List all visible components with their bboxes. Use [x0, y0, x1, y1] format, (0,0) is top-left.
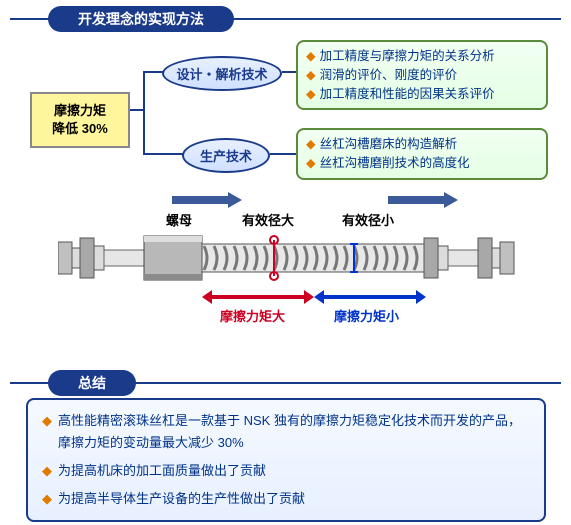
mech-diagram: 螺母 有效径大 有效径小	[58, 188, 518, 348]
goal-box: 摩擦力矩 降低 30%	[30, 92, 130, 148]
bullet-icon: ◆	[306, 85, 316, 104]
ballscrew-svg	[58, 228, 518, 288]
goal-line2: 降低 30%	[42, 120, 118, 138]
summary-banner: 总结	[48, 370, 136, 396]
torque-small-label: 摩擦力矩小	[334, 306, 399, 325]
motion-arrow-left	[172, 192, 242, 208]
diam-small-label: 有效径小	[342, 210, 394, 229]
bullet-icon: ◆	[306, 154, 316, 173]
prod-item-0: 丝杠沟槽磨床的构造解析	[320, 135, 458, 154]
motion-arrow-right	[388, 192, 458, 208]
summary-item-1: 为提高机床的加工面质量做出了贡献	[58, 460, 266, 482]
design-item-0: 加工精度与摩擦力矩的关系分析	[320, 47, 495, 66]
bullet-icon: ◆	[42, 460, 52, 482]
design-box: ◆加工精度与摩擦力矩的关系分析 ◆润滑的评价、刚度的评价 ◆加工精度和性能的因果…	[296, 40, 548, 110]
summary-box: ◆高性能精密滚珠丝杠是一款基于 NSK 独有的摩擦力矩稳定化技术而开发的产品，摩…	[26, 398, 546, 522]
design-item-1: 润滑的评价、刚度的评价	[320, 66, 458, 85]
bullet-icon: ◆	[306, 47, 316, 66]
top-banner: 开发理念的实现方法	[48, 6, 234, 32]
torque-large-label: 摩擦力矩大	[220, 306, 285, 325]
bullet-icon: ◆	[42, 488, 52, 510]
summary-item-2: 为提高半导体生产设备的生产性做出了贡献	[58, 488, 305, 510]
diam-large-label: 有效径大	[242, 210, 294, 229]
nut-label: 螺母	[166, 210, 192, 229]
bullet-icon: ◆	[306, 66, 316, 85]
summary-item-0: 高性能精密滚珠丝杠是一款基于 NSK 独有的摩擦力矩稳定化技术而开发的产品，摩擦…	[58, 410, 530, 454]
oval-design: 设计・解析技术	[162, 56, 282, 91]
bullet-icon: ◆	[42, 410, 52, 454]
conn-2	[270, 152, 298, 156]
production-box: ◆丝杠沟槽磨床的构造解析 ◆丝杠沟槽磨削技术的高度化	[296, 128, 548, 180]
bullet-icon: ◆	[306, 135, 316, 154]
torque-range-red	[202, 290, 314, 304]
prod-item-1: 丝杠沟槽磨削技术的高度化	[320, 154, 470, 173]
oval-production: 生产技术	[182, 138, 270, 173]
design-item-2: 加工精度和性能的因果关系评价	[320, 85, 495, 104]
torque-range-blue	[314, 290, 426, 304]
goal-line1: 摩擦力矩	[42, 102, 118, 120]
